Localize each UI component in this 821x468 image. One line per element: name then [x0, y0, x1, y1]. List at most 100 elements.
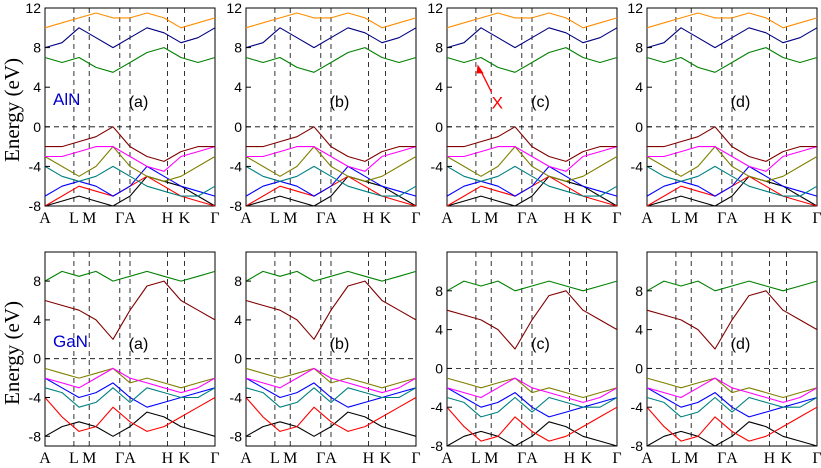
band-maroon [646, 290, 818, 350]
band-navy [646, 27, 818, 49]
kpath-label: M [484, 450, 498, 467]
y-tick-label: -8 [29, 198, 42, 214]
y-tick-label: 8 [234, 273, 242, 289]
panel-label: (b) [330, 94, 350, 111]
kpath-label: L [471, 450, 481, 467]
kpath-label: Γ [210, 210, 219, 227]
band-red [646, 406, 818, 442]
kpath-label: A [240, 210, 252, 227]
kpath-label: H [363, 210, 375, 227]
kpath-label: H [564, 210, 576, 227]
y-tick-label: 0 [635, 119, 643, 135]
y-tick-label: -4 [29, 390, 42, 406]
kpath-label: Γ [411, 450, 420, 467]
y-tick-label: 4 [234, 312, 242, 328]
kpath-label: L [671, 450, 681, 467]
kpath-label: Γ [612, 210, 621, 227]
band-magenta [647, 146, 818, 172]
band-maroon [245, 280, 417, 340]
y-tick-label: 0 [435, 360, 443, 376]
band-navy [446, 27, 618, 49]
band-black [646, 421, 818, 447]
band-green [446, 47, 618, 73]
kpath-label: L [270, 210, 280, 227]
kpath-label: A [726, 210, 738, 227]
band-magenta [245, 367, 417, 394]
kpath-label: H [363, 450, 375, 467]
panel-label: (a) [129, 94, 149, 111]
kpath-label: Γ [210, 450, 219, 467]
kpath-label: M [684, 450, 698, 467]
y-tick-label: 4 [234, 79, 242, 95]
y-tick-label: 12 [427, 0, 443, 16]
band-blue [44, 165, 216, 197]
kpath-label: Γ [812, 210, 821, 227]
kpath-label: Γ [115, 210, 124, 227]
band-maroon [246, 126, 416, 162]
y-tick-label: 8 [234, 40, 242, 56]
kpath-label: A [726, 450, 738, 467]
band-blue [446, 387, 618, 418]
kpath-label: A [441, 210, 453, 227]
kpath-label: Γ [517, 450, 526, 467]
kpath-label: K [581, 210, 593, 227]
kpath-label: L [69, 210, 79, 227]
panel-label: (a) [129, 336, 149, 353]
kpath-label: H [162, 450, 174, 467]
y-tick-label: -8 [631, 438, 644, 454]
panel-label: (c) [531, 94, 550, 111]
band-teal [44, 165, 216, 197]
kpath-label: A [526, 210, 538, 227]
band-magenta [446, 377, 618, 403]
band-black [646, 175, 818, 207]
band-olive [44, 367, 216, 389]
band-blue [646, 165, 818, 197]
band-red [245, 397, 417, 432]
band-olive [446, 377, 618, 399]
y-tick-label: -8 [230, 428, 243, 444]
y-tick-label: 8 [435, 283, 443, 299]
band-teal [446, 165, 618, 197]
kpath-label: Γ [717, 450, 726, 467]
y-tick-label: 0 [435, 119, 443, 135]
kpath-label: L [471, 210, 481, 227]
band-magenta [246, 146, 417, 172]
kpath-label: M [283, 450, 297, 467]
band-orange [44, 12, 216, 29]
panel-label: (d) [731, 336, 751, 353]
y-tick-label: 12 [627, 0, 643, 16]
kpath-label: A [526, 450, 538, 467]
kpath-label: Γ [812, 450, 821, 467]
band-magenta [447, 146, 618, 172]
y-tick-label: 0 [635, 360, 643, 376]
y-axis-label-bottom: Energy (eV) [0, 301, 24, 405]
kpath-label: Γ [717, 210, 726, 227]
y-tick-label: 8 [435, 40, 443, 56]
kpath-label: M [684, 210, 698, 227]
y-tick-label: 4 [33, 79, 41, 95]
kpath-label: L [671, 210, 681, 227]
y-tick-label: 8 [635, 283, 643, 299]
y-tick-label: -4 [631, 399, 644, 415]
y-tick-label: -8 [29, 428, 42, 444]
kpath-label: A [240, 450, 252, 467]
y-tick-label: -8 [230, 198, 243, 214]
kpath-label: H [162, 210, 174, 227]
y-tick-label: 0 [234, 351, 242, 367]
kpath-label: Γ [517, 210, 526, 227]
kpath-label: Γ [411, 210, 420, 227]
kpath-label: A [641, 210, 653, 227]
band-orange [646, 12, 818, 29]
y-tick-label: 12 [226, 0, 242, 16]
y-tick-label: 0 [33, 119, 41, 135]
band-black [245, 175, 417, 207]
y-axis-label-top: Energy (eV) [0, 58, 24, 162]
y-tick-label: -4 [631, 158, 644, 174]
kpath-label: K [781, 450, 793, 467]
